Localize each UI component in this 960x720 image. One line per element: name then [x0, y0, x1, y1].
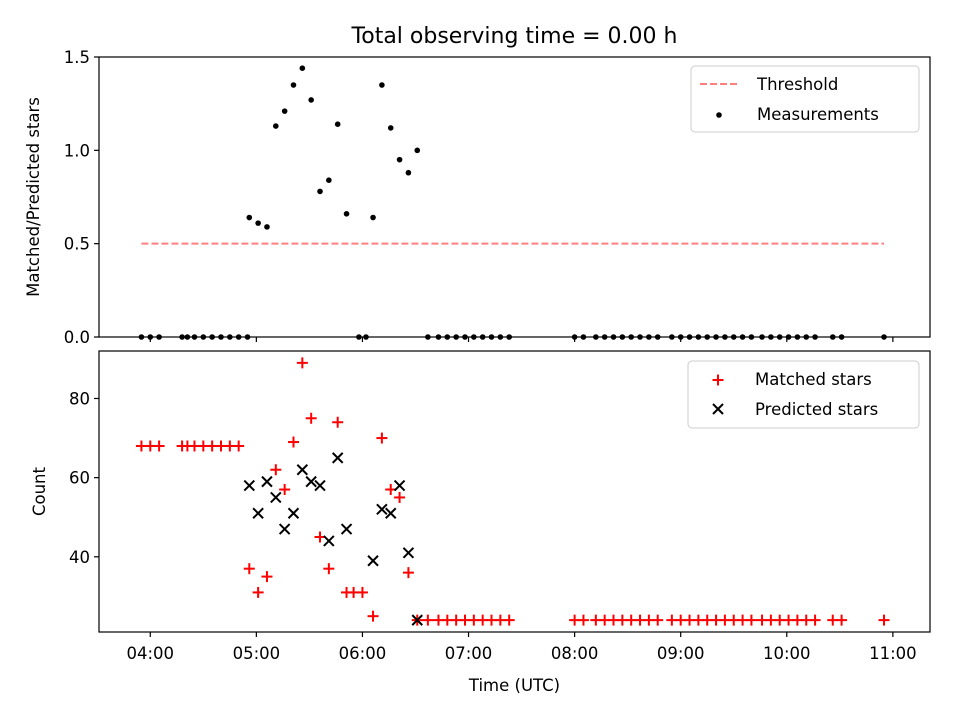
x-tick-label: 06:00: [339, 644, 387, 663]
matched-star-point: [745, 614, 757, 626]
top-panel-matched-ratio: 0.0 0.5 1.0 1.5 Matched/Predicted stars Thres…: [24, 48, 931, 347]
predicted-star-point: [314, 479, 326, 492]
matched-star-point: [652, 614, 664, 626]
predicted-star-point: [323, 535, 335, 547]
matched-star-point: [323, 563, 335, 575]
x-tick-label: 10:00: [763, 644, 811, 663]
measurement-point: [405, 169, 412, 176]
predicted-star-point: [340, 523, 353, 535]
matched-star-point: [252, 586, 264, 598]
y-tick-label: 80: [69, 389, 90, 408]
measurement-point: [281, 108, 288, 114]
matched-star-point: [270, 464, 282, 476]
legend-matched-label: Matched stars: [755, 370, 872, 389]
matched-star-point: [287, 436, 299, 448]
predicted-star-point: [243, 479, 255, 492]
matched-star-point: [261, 571, 273, 583]
matched-star-point: [836, 614, 848, 626]
predicted-star-point: [261, 475, 273, 488]
x-tick-label: 04:00: [126, 644, 174, 663]
x-tick-label: 09:00: [657, 644, 705, 663]
x-axis-label: Time (UTC): [468, 676, 560, 695]
measurement-point: [379, 82, 385, 88]
matched-star-point: [305, 412, 317, 424]
y-tick-label: 0.0: [64, 328, 90, 347]
matched-star-point: [878, 614, 890, 626]
measurement-point: [396, 156, 403, 163]
predicted-star-point: [367, 555, 379, 567]
bottom-panel-counts: 40 60 80 04:00 05:00 06:00 07:00 08:00 09:00 10:0…: [30, 350, 931, 695]
predicted-star-point: [385, 507, 397, 519]
top-plot-frame: [98, 56, 931, 338]
y-axis-label: Count: [30, 466, 49, 516]
matched-star-point: [233, 440, 245, 452]
predicted-star-point: [331, 452, 344, 464]
predicted-star-point: [296, 464, 309, 476]
measurement-point: [299, 65, 306, 71]
y-tick-label: 60: [69, 469, 90, 488]
matched-star-point: [809, 614, 821, 626]
predicted-star-point: [270, 491, 282, 504]
x-tick-label: 05:00: [233, 644, 281, 663]
measurement-point: [308, 97, 314, 103]
legend-box: [690, 65, 920, 133]
y-axis-label: Matched/Predicted stars: [24, 97, 43, 297]
predicted-star-point: [252, 507, 264, 519]
legend-threshold-label: Threshold: [756, 75, 838, 94]
measurement-point: [326, 177, 332, 183]
matched-star-point: [422, 614, 434, 626]
measurement-point: [290, 82, 297, 88]
legend-predicted-swatch: [712, 403, 724, 415]
matched-star-point: [153, 440, 165, 452]
measurement-point: [317, 188, 323, 195]
legend-measurement-swatch: [716, 112, 722, 118]
predicted-star-point: [287, 507, 300, 519]
measurement-point: [370, 214, 376, 221]
matched-star-point: [279, 484, 291, 496]
measurement-point: [334, 121, 341, 127]
x-tick-label: 08:00: [551, 644, 599, 663]
matched-star-point: [356, 586, 368, 598]
matched-star-point: [376, 432, 388, 444]
measurement-point: [246, 214, 253, 221]
y-tick-label: 1.5: [64, 48, 90, 67]
x-tick-label: 07:00: [445, 644, 493, 663]
predicted-star-point: [393, 479, 406, 492]
legend-box: [687, 360, 920, 429]
matched-star-point: [503, 614, 515, 626]
predicted-star-point: [305, 475, 317, 488]
matched-star-point: [394, 491, 406, 503]
measurement-point: [255, 220, 261, 226]
measurement-point: [387, 125, 394, 131]
measurement-point: [414, 147, 421, 154]
predicted-star-point: [402, 547, 415, 559]
predicted-star-point: [376, 503, 388, 516]
matched-star-point: [402, 567, 414, 579]
matched-star-point: [332, 416, 344, 428]
y-tick-label: 40: [69, 548, 90, 567]
legend-measurement-label: Measurements: [757, 105, 879, 124]
legend-predicted-label: Predicted stars: [755, 400, 878, 419]
x-tick-label: 11:00: [869, 644, 917, 663]
measurement-point: [273, 123, 279, 129]
matched-star-point: [577, 614, 589, 626]
bottom-plot-frame: [98, 350, 931, 633]
matched-star-point: [367, 610, 379, 622]
chart-title: Total observing time = 0.00 h: [351, 24, 678, 49]
matched-star-point: [296, 357, 308, 369]
bottom-legend: Matched stars Predicted stars: [687, 360, 920, 429]
measurement-point: [264, 224, 270, 230]
matched-star-point: [243, 563, 255, 575]
top-legend: Threshold Measurements: [690, 65, 920, 133]
measurement-point: [343, 211, 350, 217]
y-tick-label: 0.5: [64, 235, 90, 254]
y-tick-label: 1.0: [64, 141, 90, 160]
predicted-star-point: [411, 614, 423, 626]
predicted-star-point: [278, 523, 291, 535]
